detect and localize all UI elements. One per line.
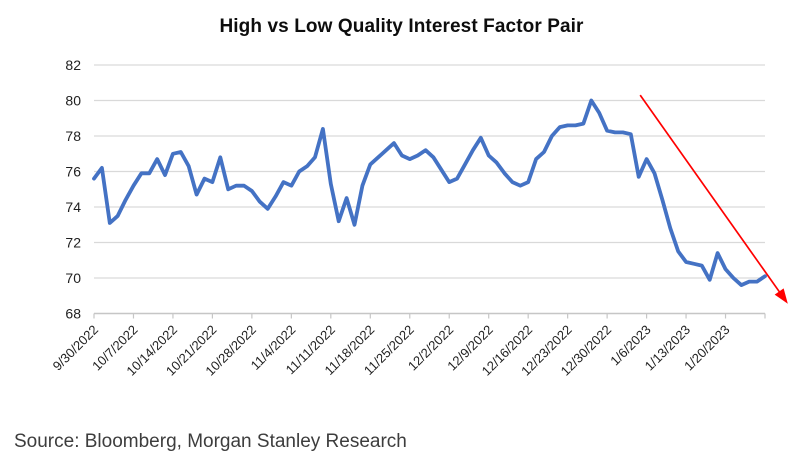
data-line — [92, 98, 767, 288]
trend-arrow — [639, 94, 788, 304]
svg-text:76: 76 — [65, 164, 81, 180]
svg-text:72: 72 — [65, 235, 81, 251]
source-note: Source: Bloomberg, Morgan Stanley Resear… — [14, 431, 407, 452]
gridlines — [94, 64, 765, 279]
svg-text:82: 82 — [65, 57, 81, 73]
svg-text:80: 80 — [65, 93, 81, 109]
svg-text:70: 70 — [65, 270, 81, 286]
chart-title: High vs Low Quality Interest Factor Pair — [219, 16, 584, 37]
y-axis-labels: 70 72 74 76 78 80 82 68 — [65, 57, 81, 322]
x-axis-labels: 9/30/202210/7/202210/14/202210/21/202210… — [50, 322, 733, 379]
svg-text:78: 78 — [65, 128, 81, 144]
svg-text:68: 68 — [65, 306, 81, 322]
x-axis-line — [93, 312, 766, 319]
svg-text:74: 74 — [65, 199, 81, 215]
